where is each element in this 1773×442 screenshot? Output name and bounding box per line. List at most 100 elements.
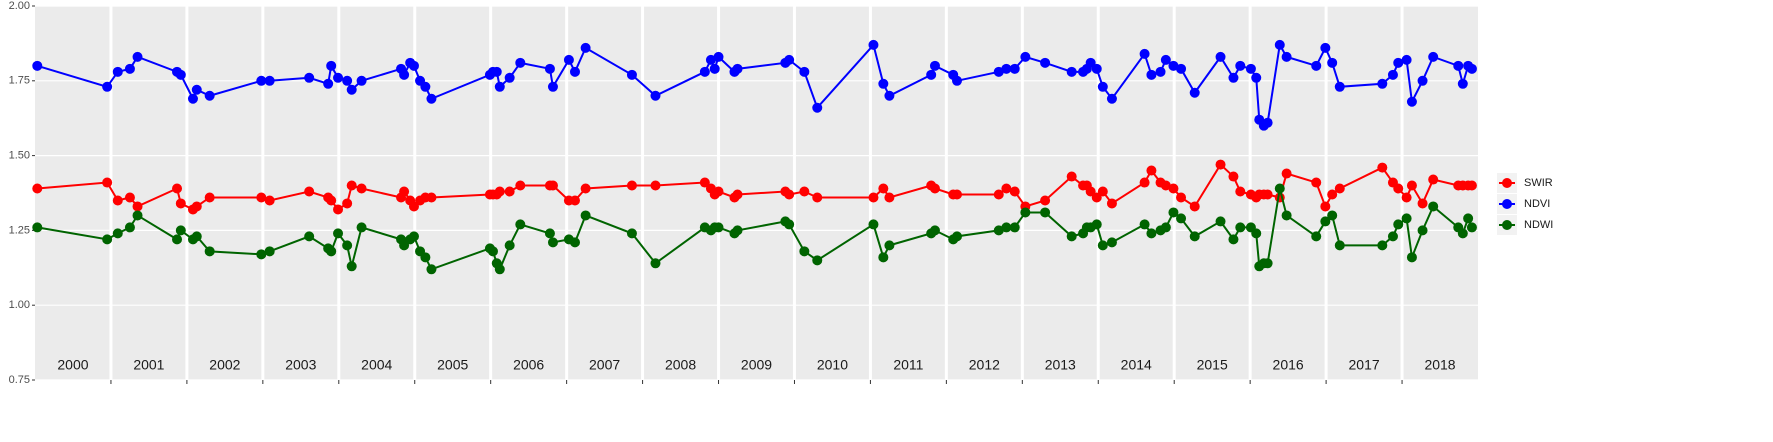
point [1417, 225, 1428, 236]
point [504, 72, 515, 83]
point [884, 192, 895, 203]
point [878, 252, 889, 263]
point [884, 240, 895, 251]
point [191, 201, 202, 212]
point [304, 231, 315, 242]
point [124, 222, 135, 233]
point [784, 54, 795, 65]
point [1160, 180, 1171, 191]
point [1262, 117, 1273, 128]
point [1281, 210, 1292, 221]
point [1281, 51, 1292, 62]
point [175, 225, 186, 236]
year-label: 2009 [741, 357, 772, 373]
point [1139, 177, 1150, 188]
point [264, 195, 275, 206]
point [494, 186, 505, 197]
point [993, 225, 1004, 236]
point [346, 84, 357, 95]
point [1466, 180, 1477, 191]
point [569, 66, 580, 77]
point [1401, 213, 1412, 224]
point [1274, 39, 1285, 50]
point [1262, 258, 1273, 269]
point [408, 231, 419, 242]
point [868, 39, 879, 50]
year-label: 2016 [1273, 357, 1304, 373]
point [952, 231, 963, 242]
point [264, 246, 275, 257]
year-label: 2012 [969, 357, 1000, 373]
point [1393, 57, 1404, 68]
point [1155, 66, 1166, 77]
point [124, 192, 135, 203]
point [884, 90, 895, 101]
point [713, 222, 724, 233]
point [504, 186, 515, 197]
series-line [37, 163, 1472, 211]
point [1176, 213, 1187, 224]
point [399, 186, 410, 197]
point [650, 258, 661, 269]
point [187, 93, 198, 104]
point [812, 102, 823, 113]
point [1274, 183, 1285, 194]
point [1311, 177, 1322, 188]
point [1066, 66, 1077, 77]
point [1001, 63, 1012, 74]
point [812, 192, 823, 203]
point [102, 234, 113, 245]
point [1463, 213, 1474, 224]
point [713, 51, 724, 62]
point [784, 189, 795, 200]
point [124, 63, 135, 74]
point [1320, 216, 1331, 227]
point [102, 81, 113, 92]
point [132, 210, 143, 221]
point [1235, 222, 1246, 233]
point [799, 66, 810, 77]
point [1327, 57, 1338, 68]
point [172, 234, 183, 245]
y-tick-label: 1.75 [9, 75, 30, 87]
point [1009, 63, 1020, 74]
point [1139, 48, 1150, 59]
point [547, 81, 558, 92]
point [1377, 162, 1388, 173]
year-label: 2007 [589, 357, 620, 373]
point [1251, 228, 1262, 239]
point [1189, 87, 1200, 98]
point [426, 264, 437, 275]
point [1393, 183, 1404, 194]
point [515, 219, 526, 230]
point [1377, 240, 1388, 251]
year-label: 2003 [285, 357, 316, 373]
point [1334, 81, 1345, 92]
point [356, 222, 367, 233]
point [878, 78, 889, 89]
point [993, 66, 1004, 77]
year-label: 2011 [893, 357, 923, 373]
point [868, 192, 879, 203]
point [732, 63, 743, 74]
point [1146, 165, 1157, 176]
point [563, 54, 574, 65]
point [1327, 210, 1338, 221]
point [256, 75, 267, 86]
point [346, 180, 357, 191]
point [32, 183, 43, 194]
point [784, 219, 795, 230]
point [326, 195, 337, 206]
point [1466, 222, 1477, 233]
point [1091, 63, 1102, 74]
point [1387, 231, 1398, 242]
point [1139, 219, 1150, 230]
year-label: 2000 [57, 357, 88, 373]
point [191, 231, 202, 242]
y-tick-label: 1.50 [9, 150, 30, 162]
point [356, 183, 367, 194]
point [926, 69, 937, 80]
point [102, 177, 113, 188]
legend-point [1502, 220, 1512, 230]
point [1215, 51, 1226, 62]
